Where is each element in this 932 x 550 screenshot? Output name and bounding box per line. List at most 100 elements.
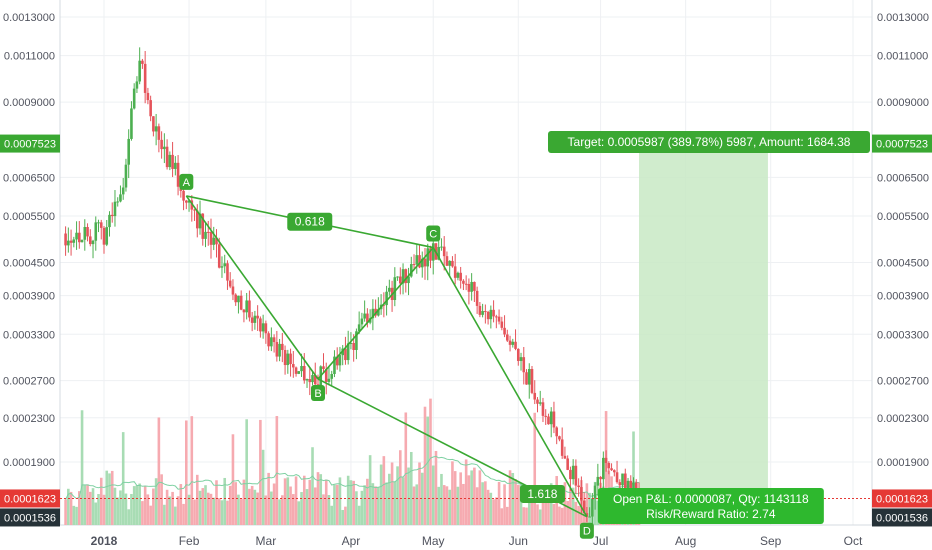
right-ma-price-tag-text: 0.0001536 (876, 512, 928, 524)
candle-body (623, 473, 627, 494)
volume-bar (409, 451, 413, 525)
candle-body (135, 81, 139, 89)
time-tick-label: 2018 (91, 534, 118, 548)
volume-bar (431, 465, 435, 525)
volume-bar (242, 479, 246, 525)
candle-body (569, 469, 572, 480)
candle-body (94, 222, 98, 241)
pattern-point-d[interactable]: D (579, 522, 594, 539)
volume-bar (571, 487, 575, 525)
candle-body (245, 300, 248, 313)
candle-body (297, 371, 301, 374)
volume-bar (434, 450, 438, 525)
candle-body (143, 63, 147, 93)
candle-body (360, 318, 364, 325)
candle-body (72, 239, 76, 243)
right-target-price-tag-text: 0.0007523 (876, 139, 928, 151)
pattern-leg-ab (185, 195, 319, 380)
candle-body (503, 327, 506, 335)
candle-body (399, 276, 402, 284)
candle-body (530, 369, 534, 393)
volume-bar (558, 506, 561, 525)
pattern-point-a[interactable]: A (179, 173, 194, 190)
candle-body (138, 60, 141, 82)
candle-body (396, 276, 399, 278)
candle-body (519, 357, 523, 361)
volume-bar (201, 488, 205, 525)
candle-body (486, 311, 490, 320)
candle-body (484, 311, 487, 313)
candle-body (327, 378, 331, 382)
volume-bar (305, 489, 309, 525)
volume-bar (585, 483, 589, 525)
pattern-point-label: D (583, 526, 591, 538)
candle-body (629, 480, 633, 488)
left-price-tick-label: 0.0002300 (3, 413, 55, 425)
volume-bar (484, 481, 487, 525)
volume-bar (486, 489, 490, 525)
candle-body (253, 315, 257, 323)
candle-body (618, 482, 622, 486)
target-label-box (548, 131, 870, 153)
volume-bar (193, 499, 196, 525)
right-price-tick-label: 0.0002300 (877, 413, 929, 425)
candle-body (533, 392, 537, 400)
candle-body (185, 200, 188, 203)
volume-bar (456, 486, 460, 525)
candle-body (355, 331, 358, 350)
volume-bar (451, 461, 454, 525)
candle-body (412, 264, 416, 266)
candle-body (495, 316, 498, 318)
volume-bar (352, 480, 355, 525)
volume-bar (560, 507, 564, 525)
volume-bar (146, 494, 150, 525)
right-price-tick-label: 0.0006500 (877, 172, 929, 184)
volume-bar (234, 482, 237, 525)
candle-body (237, 295, 240, 303)
volume-bar (223, 477, 227, 525)
candle-body (489, 309, 493, 320)
candle-body (209, 231, 213, 245)
volume-bar (130, 493, 133, 525)
candle-body (231, 286, 235, 295)
candle-body (459, 272, 462, 281)
volume-bar (396, 466, 399, 525)
candle-body (124, 164, 128, 188)
volume-bar (506, 506, 509, 525)
harmonic-pattern[interactable]: A B C D 0.618 1.618 (179, 173, 594, 539)
volume-bar (220, 500, 224, 525)
volume-bar (259, 419, 262, 525)
candle-body (409, 264, 413, 277)
right-last-price-tag-box (872, 489, 932, 508)
candle-body (401, 269, 405, 284)
candle-body (91, 240, 95, 245)
volume-bar (182, 503, 185, 525)
volume-bar (250, 485, 254, 525)
volume-bar (437, 486, 441, 525)
left-ma-price-tag-text: 0.0001536 (4, 512, 56, 524)
candle-body (538, 402, 542, 404)
volume-bar (292, 494, 295, 525)
candle-body (313, 375, 317, 385)
candle-body (248, 300, 251, 318)
candle-body (549, 411, 553, 425)
pattern-point-c[interactable]: C (426, 225, 441, 242)
volume-bar (127, 509, 130, 525)
candle-body (168, 154, 172, 168)
volume-bar (388, 473, 391, 525)
position-labels[interactable]: Target: 0.0005987 (389.78%) 5987, Amount… (0, 131, 932, 527)
volume-bar (174, 506, 177, 525)
left-price-axis: 0.0013000 0.0011000 0.0009000 0.0006500 0.00… (3, 12, 55, 469)
left-price-tick-label: 0.0009000 (3, 97, 55, 109)
left-price-tick-label: 0.0003300 (3, 329, 55, 341)
candle-body (599, 476, 602, 480)
volume-bar (470, 470, 473, 525)
time-tick-label: Apr (342, 534, 361, 548)
pattern-point-b[interactable]: B (311, 384, 325, 401)
left-last-price-tag-box (0, 489, 60, 508)
candle-body (99, 222, 103, 228)
volume-bar (552, 503, 556, 525)
candle-body (464, 283, 468, 285)
volume-bar (549, 483, 553, 525)
